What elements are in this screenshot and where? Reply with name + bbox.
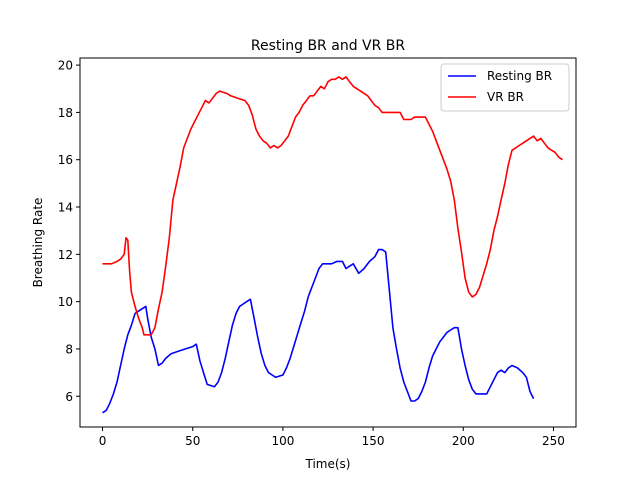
- y-tick-label: 10: [58, 295, 73, 309]
- y-tick-label: 14: [58, 201, 73, 215]
- chart-title: Resting BR and VR BR: [251, 38, 406, 54]
- plot-frame: [79, 57, 577, 428]
- y-axis-ticks: 6 8 10 12 14 16 18 20: [58, 59, 80, 404]
- series-line-resting-br: [102, 248, 535, 414]
- x-tick-label: 50: [185, 434, 200, 448]
- legend-label-resting-br: Resting BR: [487, 69, 552, 83]
- legend: Resting BR VR BR: [440, 63, 570, 112]
- y-tick-label: 8: [65, 342, 73, 356]
- y-tick-label: 6: [65, 390, 73, 404]
- x-tick-label: 150: [362, 434, 385, 448]
- y-tick-label: 18: [58, 106, 73, 120]
- legend-label-vr-br: VR BR: [487, 90, 524, 104]
- series-layer: [102, 76, 563, 414]
- x-axis-ticks: 0 50 100 150 200 250: [99, 427, 565, 448]
- y-tick-label: 20: [58, 59, 73, 73]
- x-tick-label: 200: [452, 434, 475, 448]
- y-axis-label: Breathing Rate: [31, 198, 45, 288]
- series-line-vr-br: [102, 76, 563, 336]
- x-tick-label: 100: [271, 434, 294, 448]
- y-tick-label: 16: [58, 153, 73, 167]
- x-tick-label: 250: [542, 434, 565, 448]
- x-tick-label: 0: [99, 434, 107, 448]
- x-axis-label: Time(s): [305, 457, 351, 471]
- y-tick-label: 12: [58, 248, 73, 262]
